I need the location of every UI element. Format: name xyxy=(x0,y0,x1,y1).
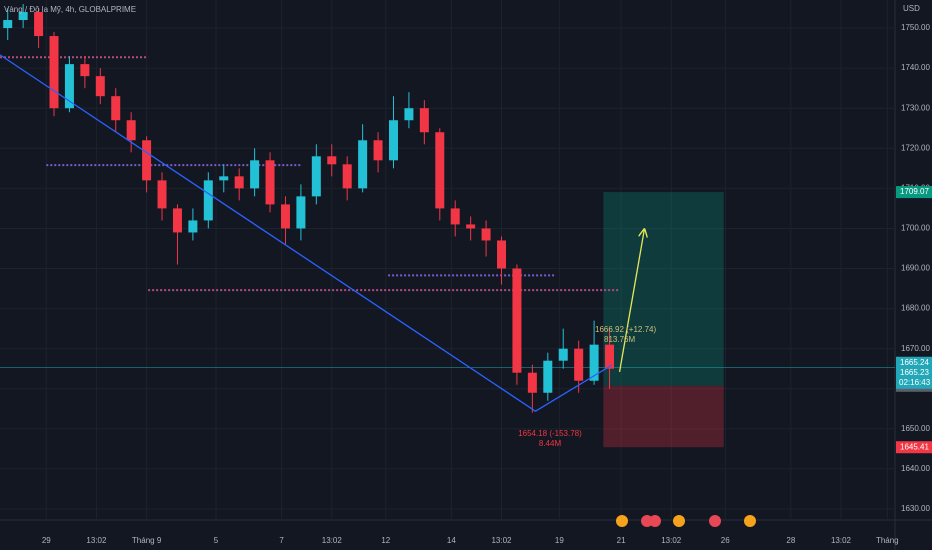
candle-body xyxy=(435,132,445,209)
price-label: 1709.07 xyxy=(900,187,929,196)
x-tick-label: 21 xyxy=(617,536,626,545)
y-tick-label: 1750.00 xyxy=(901,23,930,32)
candle-body xyxy=(497,240,507,269)
event-icon xyxy=(649,515,661,527)
x-tick-label: 5 xyxy=(214,536,219,545)
candle-body xyxy=(605,344,615,369)
event-icon xyxy=(616,515,628,527)
x-tick-label: 28 xyxy=(786,536,795,545)
plot xyxy=(0,0,895,520)
candle-body xyxy=(419,108,429,133)
countdown-box xyxy=(896,376,932,389)
candle-body xyxy=(80,64,90,77)
y-tick-label: 1700.00 xyxy=(901,224,930,233)
x-tick-label: 29 xyxy=(42,536,51,545)
candle-body xyxy=(18,12,28,21)
candle-body xyxy=(589,344,599,381)
candle-body xyxy=(512,268,522,373)
event-icons xyxy=(616,515,756,527)
x-tick-label: 7 xyxy=(279,536,284,545)
x-tick-label: 26 xyxy=(721,536,730,545)
candle-body xyxy=(527,372,537,393)
price-label: 1665.24 xyxy=(900,358,929,367)
candle-body xyxy=(126,120,136,141)
x-tick-label: Tháng xyxy=(876,536,899,545)
candle-body xyxy=(558,348,568,361)
candle-body xyxy=(388,120,398,161)
candle-body xyxy=(49,36,59,109)
x-tick-label: 13:02 xyxy=(86,536,107,545)
candle-body xyxy=(250,160,260,189)
candle-body xyxy=(280,204,290,229)
projection-arrow xyxy=(618,230,645,373)
loss-zone xyxy=(603,385,724,448)
candle-body xyxy=(157,180,167,209)
candle-body xyxy=(342,164,352,189)
candle-body xyxy=(327,156,337,165)
profit-zone xyxy=(603,192,724,386)
candle-body xyxy=(481,228,491,241)
x-tick-label: 14 xyxy=(447,536,456,545)
candle-body xyxy=(265,160,275,205)
price-label: 1665.23 xyxy=(900,368,929,377)
candle-body xyxy=(142,140,152,181)
candle-body xyxy=(373,140,383,161)
event-icon xyxy=(673,515,685,527)
candle-body xyxy=(172,208,182,233)
candle-body xyxy=(296,196,306,229)
y-tick-label: 1730.00 xyxy=(901,103,930,112)
candle-body xyxy=(450,208,460,225)
price-label: 1645.41 xyxy=(900,442,929,451)
candle-body xyxy=(111,96,121,121)
candle-body xyxy=(203,180,213,221)
candle-body xyxy=(466,224,476,229)
price-label-box xyxy=(896,186,932,199)
candle-body xyxy=(34,12,44,37)
candle-body xyxy=(311,156,321,197)
x-tick-label: 13:02 xyxy=(491,536,512,545)
currency: USD xyxy=(903,4,920,13)
low-volume: 8.44M xyxy=(539,439,562,448)
countdown: 02:16:43 xyxy=(899,378,931,387)
candle-body xyxy=(3,20,13,29)
y-tick-label: 1720.00 xyxy=(901,143,930,152)
price-label-box xyxy=(896,441,932,454)
high-volume: 813.76M xyxy=(604,335,635,344)
y-tick-label: 1680.00 xyxy=(901,304,930,313)
candle-body xyxy=(358,140,368,189)
y-tick-label: 1670.00 xyxy=(901,344,930,353)
event-icon xyxy=(709,515,721,527)
x-tick-label: 19 xyxy=(555,536,564,545)
y-tick-label: 1630.00 xyxy=(901,504,930,513)
y-tick-label: 1650.00 xyxy=(901,424,930,433)
candle-body xyxy=(64,64,74,109)
candle-body xyxy=(574,348,584,381)
high-note: 1666.92 (+12.74) xyxy=(595,325,656,334)
candle-body xyxy=(234,176,244,189)
y-tick-label: 1690.00 xyxy=(901,264,930,273)
candle-body xyxy=(95,76,105,97)
candle-body xyxy=(404,108,414,121)
trend-line xyxy=(0,54,613,412)
price-label-box xyxy=(896,356,932,369)
candle-body xyxy=(543,360,553,393)
price-label-box xyxy=(896,366,932,379)
x-tick-label: Tháng 9 xyxy=(132,536,162,545)
low-note: 1654.18 (-153.78) xyxy=(518,429,582,438)
event-icon xyxy=(744,515,756,527)
x-tick-label: 12 xyxy=(381,536,390,545)
candle-body xyxy=(219,176,229,181)
y-tick-label: 1740.00 xyxy=(901,63,930,72)
x-tick-label: 13:02 xyxy=(831,536,852,545)
candle-body xyxy=(188,220,198,233)
y-tick-label: 1640.00 xyxy=(901,464,930,473)
x-tick-label: 13:02 xyxy=(322,536,343,545)
x-tick-label: 13:02 xyxy=(661,536,682,545)
chart-title: Vàng / Đô la Mỹ, 4h, GLOBALPRIME xyxy=(4,5,136,14)
